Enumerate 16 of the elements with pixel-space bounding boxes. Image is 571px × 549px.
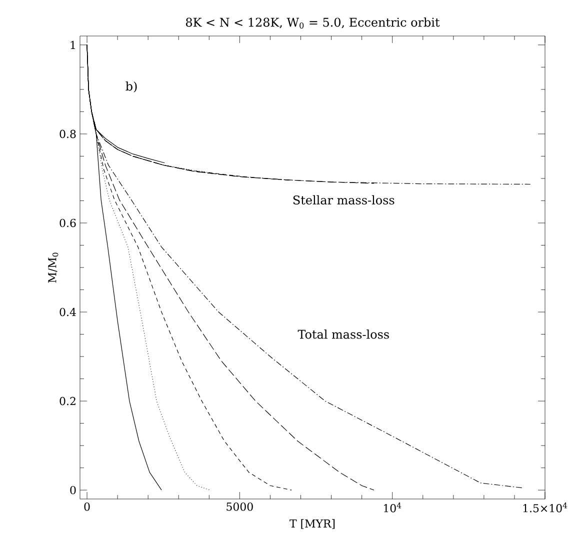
annotation: b) xyxy=(126,81,137,92)
y-tick-label: 0 xyxy=(70,486,76,494)
y-tick-label: 0.2 xyxy=(60,396,76,406)
annotation: Total mass-loss xyxy=(298,330,389,339)
x-tick-label: 1.5×10$^{4}$ xyxy=(523,502,568,512)
x-tick-label: 10$^{4}$ xyxy=(384,502,402,512)
y-tick-label: 1 xyxy=(70,40,75,49)
y-axis-title: M/M$_{0}$ xyxy=(48,252,58,283)
x-axis-title: T [MYR] xyxy=(290,519,335,529)
y-tick-label: 0.4 xyxy=(60,308,76,316)
annotation: Stellar mass-loss xyxy=(293,195,394,205)
x-tick-label: 0 xyxy=(84,502,90,511)
y-tick-label: 0.8 xyxy=(60,130,76,138)
chart-title: 8K < N < 128K, W$_{0}$ = 5.0, Eccentric orbit xyxy=(186,18,440,28)
x-tick-label: 5000 xyxy=(226,502,253,511)
y-tick-label: 0.6 xyxy=(60,218,76,228)
